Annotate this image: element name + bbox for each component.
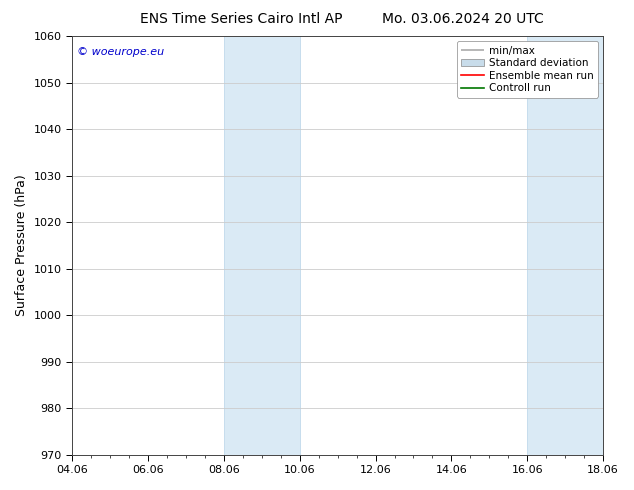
Y-axis label: Surface Pressure (hPa): Surface Pressure (hPa)	[15, 174, 28, 316]
Bar	[527, 36, 603, 455]
Text: Mo. 03.06.2024 20 UTC: Mo. 03.06.2024 20 UTC	[382, 12, 544, 26]
Text: © woeurope.eu: © woeurope.eu	[77, 47, 165, 57]
Legend: min/max, Standard deviation, Ensemble mean run, Controll run: min/max, Standard deviation, Ensemble me…	[456, 41, 598, 98]
Bar	[224, 36, 300, 455]
Text: ENS Time Series Cairo Intl AP: ENS Time Series Cairo Intl AP	[139, 12, 342, 26]
